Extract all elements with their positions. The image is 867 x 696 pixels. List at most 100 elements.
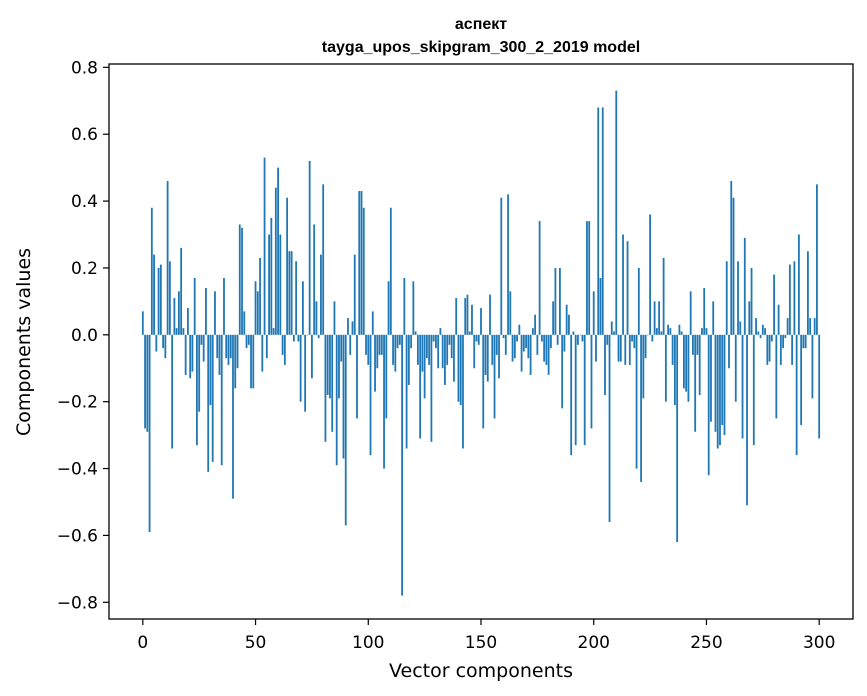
bar-45 bbox=[243, 311, 246, 335]
bar-153 bbox=[486, 334, 489, 382]
bar-258 bbox=[723, 334, 726, 436]
bar-175 bbox=[536, 334, 539, 355]
bar-179 bbox=[545, 334, 548, 365]
bar-285 bbox=[784, 334, 787, 339]
bar-52 bbox=[259, 257, 261, 335]
bar-69 bbox=[297, 334, 300, 342]
bar-178 bbox=[543, 334, 546, 362]
bar-33 bbox=[216, 334, 219, 359]
bar-83 bbox=[329, 334, 331, 399]
bar-262 bbox=[732, 197, 735, 335]
bar-203 bbox=[599, 277, 602, 335]
bar-241 bbox=[685, 334, 688, 392]
bar-62 bbox=[281, 334, 284, 355]
bar-189 bbox=[568, 314, 570, 335]
bar-122 bbox=[416, 334, 419, 365]
bar-164 bbox=[511, 334, 514, 362]
bar-149 bbox=[477, 334, 480, 345]
bar-70 bbox=[299, 334, 302, 402]
y-tick-label: −0.2 bbox=[57, 393, 98, 413]
bar-145 bbox=[468, 331, 471, 335]
bar-283 bbox=[779, 334, 782, 365]
bar-134 bbox=[444, 334, 446, 385]
bar-73 bbox=[306, 334, 309, 336]
bar-121 bbox=[414, 331, 417, 335]
bar-90 bbox=[344, 334, 347, 526]
bar-287 bbox=[788, 264, 791, 335]
bar-36 bbox=[223, 277, 225, 335]
bar-177 bbox=[540, 334, 543, 342]
x-axis-ticks: 0 50 100 150 200 250 300 bbox=[137, 619, 835, 653]
bar-257 bbox=[721, 334, 724, 426]
bar-171 bbox=[527, 334, 530, 359]
bar-92 bbox=[349, 334, 352, 355]
bar-39 bbox=[229, 334, 232, 359]
bar-13 bbox=[171, 334, 174, 449]
bar-147 bbox=[473, 334, 476, 369]
bar-59 bbox=[274, 187, 277, 335]
bar-266 bbox=[741, 334, 744, 439]
y-tick-label: 0.4 bbox=[71, 192, 98, 212]
bar-79 bbox=[320, 254, 322, 335]
bar-217 bbox=[631, 334, 633, 342]
bar-138 bbox=[453, 334, 455, 382]
bar-58 bbox=[272, 328, 275, 335]
bar-44 bbox=[241, 227, 243, 335]
bar-242 bbox=[687, 334, 690, 402]
bar-41 bbox=[234, 334, 237, 389]
bar-180 bbox=[547, 334, 550, 375]
bar-107 bbox=[383, 334, 385, 469]
bar-235 bbox=[671, 334, 674, 365]
bar-279 bbox=[770, 334, 773, 342]
bar-42 bbox=[236, 334, 239, 369]
bar-176 bbox=[538, 221, 541, 335]
bar-104 bbox=[376, 334, 379, 369]
bar-124 bbox=[421, 334, 424, 372]
bar-184 bbox=[556, 334, 559, 345]
bar-126 bbox=[425, 334, 428, 359]
bar-130 bbox=[435, 334, 437, 349]
bar-236 bbox=[673, 334, 676, 406]
bar-237 bbox=[676, 334, 679, 543]
bar-26 bbox=[200, 334, 203, 345]
bar-268 bbox=[746, 334, 748, 506]
bar-106 bbox=[380, 334, 383, 355]
bar-32 bbox=[214, 291, 216, 335]
bar-219 bbox=[635, 334, 638, 469]
bar-98 bbox=[362, 207, 365, 335]
bar-228 bbox=[655, 328, 658, 335]
bar-144 bbox=[466, 294, 469, 335]
bar-34 bbox=[218, 334, 221, 375]
bar-76 bbox=[313, 224, 316, 335]
bar-97 bbox=[360, 191, 363, 335]
bar-291 bbox=[797, 234, 800, 335]
bar-101 bbox=[369, 334, 372, 456]
bar-169 bbox=[522, 334, 525, 352]
bar-244 bbox=[692, 334, 694, 355]
bar-54 bbox=[263, 157, 266, 335]
bar-108 bbox=[385, 334, 388, 419]
bar-20 bbox=[187, 308, 189, 335]
bar-243 bbox=[689, 291, 692, 335]
bar-222 bbox=[642, 334, 645, 399]
bar-61 bbox=[279, 234, 282, 335]
bar-251 bbox=[707, 334, 710, 476]
bar-143 bbox=[464, 298, 467, 335]
bar-72 bbox=[304, 334, 307, 412]
bar-135 bbox=[446, 334, 449, 365]
bar-86 bbox=[335, 334, 338, 466]
bar-186 bbox=[561, 334, 564, 409]
bar-37 bbox=[225, 334, 228, 359]
bar-193 bbox=[577, 334, 579, 345]
bar-166 bbox=[516, 334, 518, 342]
bar-284 bbox=[782, 334, 785, 349]
bar-248 bbox=[701, 328, 703, 335]
bar-133 bbox=[441, 334, 444, 369]
bar-223 bbox=[644, 334, 647, 359]
bar-57 bbox=[270, 217, 273, 335]
bar-16 bbox=[177, 291, 180, 335]
bar-137 bbox=[450, 334, 453, 359]
bar-211 bbox=[617, 334, 620, 362]
bar-292 bbox=[800, 334, 803, 426]
bar-129 bbox=[432, 334, 435, 342]
